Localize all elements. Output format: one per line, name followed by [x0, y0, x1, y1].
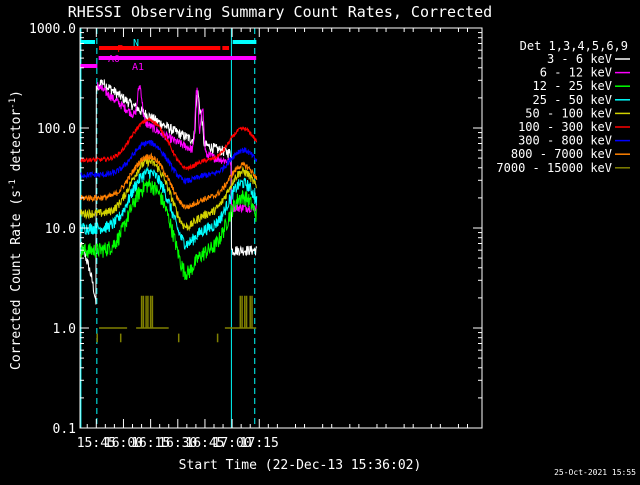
x-tick-label: 16:00 [104, 436, 143, 451]
legend-entry-label: 100 - 300 keV [518, 120, 612, 134]
x-tick-label: 16:15 [131, 436, 170, 451]
legend-entry-label: 7000 - 15000 keV [496, 161, 612, 175]
y-tick-label: 0.1 [53, 422, 76, 437]
y-tick-label: 100.0 [37, 122, 76, 137]
legend-entry-label: 300 - 800 keV [518, 134, 612, 148]
eclipse-marker-label: N [133, 38, 139, 49]
x-tick-label: 17:00 [213, 436, 252, 451]
series-line [96, 295, 257, 343]
series-line [79, 79, 258, 305]
series-line [79, 152, 258, 210]
series-marks [79, 79, 258, 343]
y-tick-label: 10.0 [45, 222, 76, 237]
series-line [79, 178, 257, 281]
series-line [79, 166, 258, 250]
x-tick-label: 17:15 [240, 436, 279, 451]
x-axis-label: Start Time (22-Dec-13 15:36:02) [179, 458, 422, 473]
legend-entry-label: 6 - 12 keV [540, 66, 612, 80]
y-axis: 1000.0 100.0 10.0 1.0 0.1 [29, 22, 482, 437]
series-line [80, 116, 258, 172]
legend-entry-label: 12 - 25 keV [533, 79, 612, 93]
y-axis-label: Corrected Count Rate (s-1 detector-1) [8, 90, 24, 370]
footer-timestamp: 25-Oct-2021 15:55 [554, 468, 636, 477]
x-tick-label: 16:30 [158, 436, 197, 451]
series-line [80, 139, 258, 185]
y-axis-label-end: ) [9, 90, 24, 98]
eclipse-marker-label: A1 [132, 62, 144, 73]
x-tick-label: 15:45 [77, 436, 116, 451]
y-tick-label: 1.0 [53, 322, 76, 337]
legend-entry-label: 3 - 6 keV [547, 52, 612, 66]
legend-entry-label: 25 - 50 keV [533, 93, 612, 107]
y-axis-label-mid: detector [9, 109, 24, 180]
eclipse-marker-label: A0 [108, 54, 120, 65]
x-tick-label: 16:45 [185, 436, 224, 451]
y-tick-label: 1000.0 [29, 22, 76, 37]
series-line [79, 157, 257, 232]
legend-title: Det 1,3,4,5,6,9 [520, 39, 628, 53]
eclipse-marker-label: F [117, 44, 123, 55]
legend-entry-label: 800 - 7000 keV [511, 147, 612, 161]
y-axis-label-main: Corrected Count Rate (s [9, 190, 24, 370]
y-axis-label-sup1: -1 [8, 179, 18, 190]
legend-entry-label: 50 - 100 keV [525, 106, 612, 120]
y-axis-label-sup2: -1 [8, 98, 18, 109]
chart-title: RHESSI Observing Summary Count Rates, Co… [68, 3, 492, 21]
